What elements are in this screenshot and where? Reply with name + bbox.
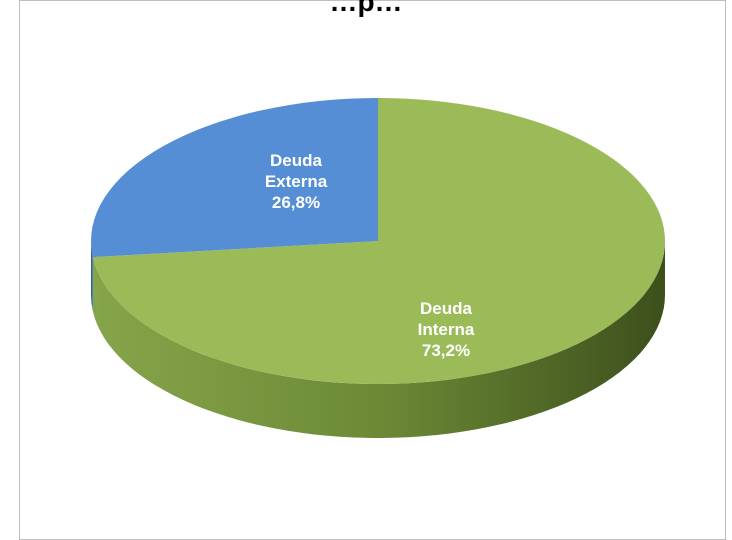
pie-slice-side	[92, 241, 665, 438]
pie-slice	[92, 98, 665, 384]
pie-chart: Deuda Interna 73,2% Deuda Externa 26,8%	[91, 98, 665, 438]
slice-data-label: Deuda Externa 26,8%	[265, 151, 328, 212]
pie-slice-side	[91, 241, 93, 312]
slice-data-label: Deuda Interna 73,2%	[418, 299, 475, 360]
pie-slice	[91, 98, 379, 258]
chart-title: …p…	[329, 0, 403, 17]
